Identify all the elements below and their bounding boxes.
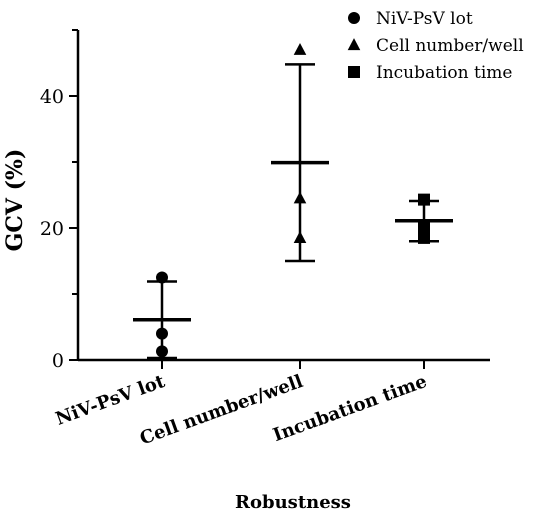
series-square (395, 193, 453, 244)
legend-marker-circle (348, 12, 360, 24)
legend-label: Cell number/well (376, 36, 524, 56)
series-triangle (271, 42, 329, 263)
data-point (418, 231, 430, 244)
legend: NiV-PsV lot Cell number/well Incubation ti… (347, 9, 524, 83)
series-circle (133, 271, 191, 360)
data-point (156, 327, 168, 340)
y-tick-label: 40 (40, 86, 64, 108)
legend-label: NiV-PsV lot (376, 9, 473, 29)
chart-marks (133, 42, 453, 360)
data-point (418, 193, 430, 206)
legend-label: Incubation time (376, 63, 512, 83)
data-point (156, 271, 168, 284)
legend-marker-square (348, 66, 360, 78)
legend-item: NiV-PsV lot (348, 9, 473, 29)
legend-item: Cell number/well (347, 36, 524, 56)
legend-marker-triangle (347, 38, 361, 51)
data-point (418, 220, 430, 233)
y-axis-label: GCV (%) (2, 149, 28, 252)
data-point (293, 191, 307, 204)
x-axis-label: Robustness (235, 492, 351, 513)
x-tick-label: NiV-PsV lot (53, 371, 168, 430)
y-tick-label: 20 (40, 218, 64, 240)
legend-item: Incubation time (348, 63, 512, 83)
data-point (293, 231, 307, 244)
y-tick-label: 0 (52, 350, 64, 372)
data-point (156, 345, 168, 358)
data-point (293, 42, 307, 55)
